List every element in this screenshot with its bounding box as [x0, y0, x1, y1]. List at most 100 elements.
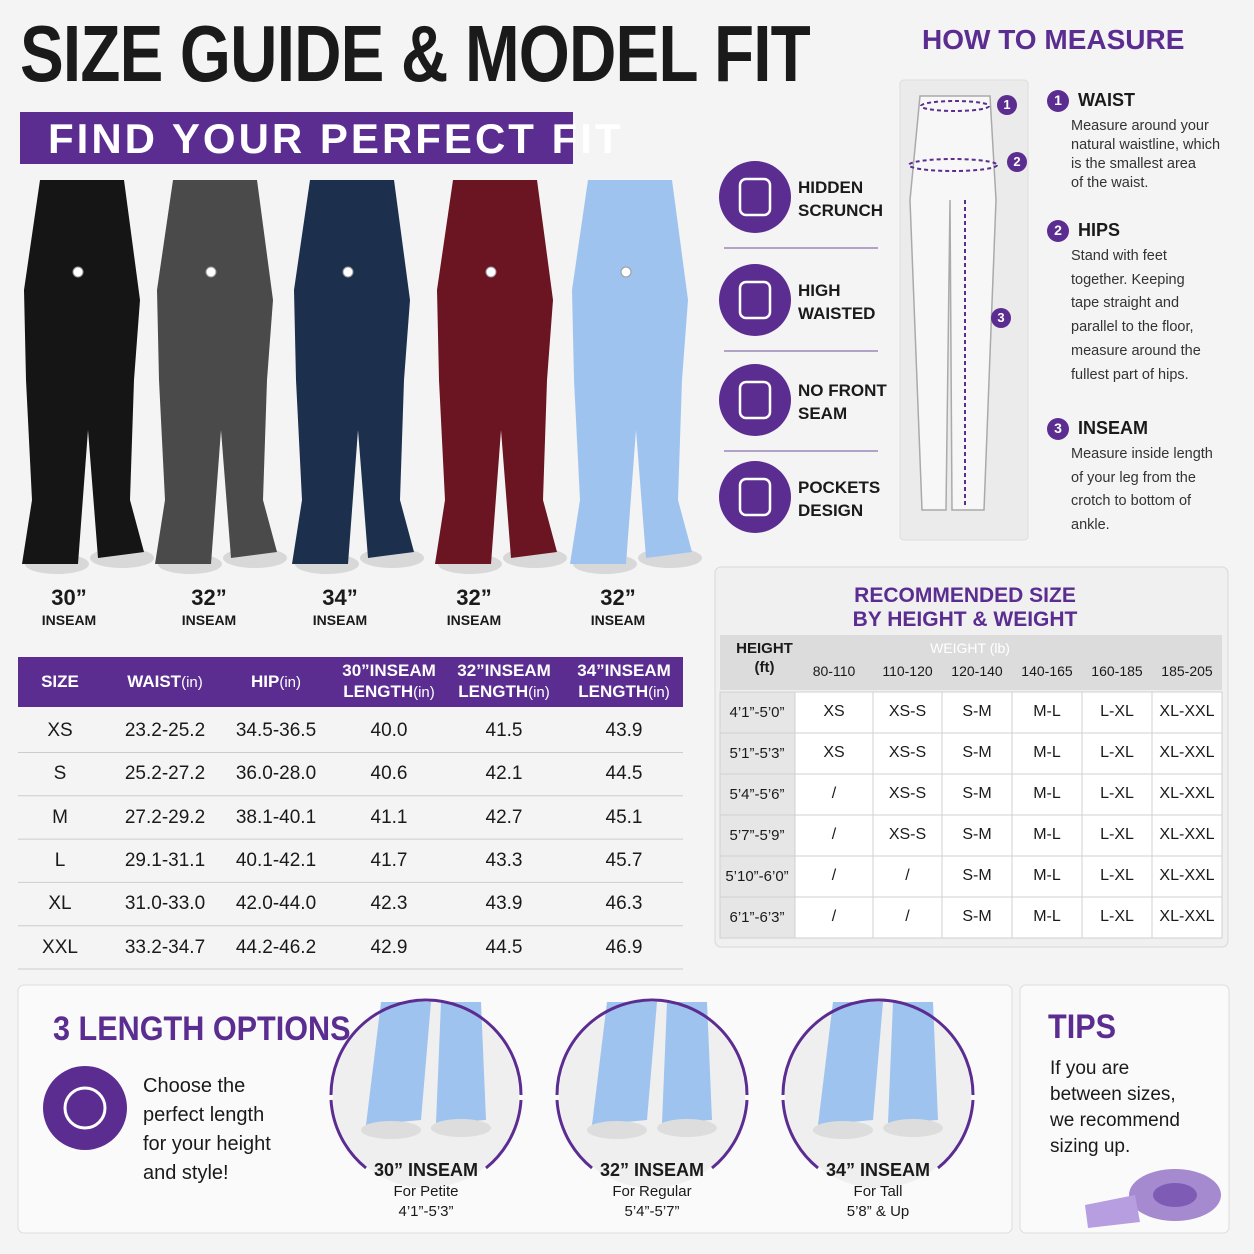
option-range: 5’8” & Up: [846, 1203, 910, 1220]
table-header-unit: (in): [648, 684, 670, 701]
size-cell: [1011, 896, 1083, 939]
hip-line: [908, 158, 998, 172]
size-cell: [941, 814, 1013, 857]
feature-label: WAISTED: [798, 304, 876, 323]
recommended-size: S-M: [962, 908, 992, 925]
pants: [22, 180, 144, 564]
weight-range: 110-120: [882, 663, 933, 679]
marker: [997, 95, 1017, 115]
option-legs: [592, 1002, 712, 1125]
length-text: perfect length: [143, 1104, 265, 1126]
step-number: 3: [1054, 420, 1062, 436]
diagram-pants: [909, 95, 997, 511]
table-cell: 36.0-28.0: [235, 763, 317, 785]
marker-number: 1: [1003, 97, 1011, 112]
recommended-size: XL-XXL: [1159, 744, 1215, 761]
step-text: Measure inside length: [1071, 446, 1213, 462]
option-subtitle: For Tall: [853, 1183, 903, 1200]
marker-number: 3: [997, 310, 1005, 325]
option-range: 4’1”-5’3”: [398, 1203, 454, 1220]
recommended-size: L-XL: [1100, 744, 1134, 761]
feature-label: HIDDEN: [798, 178, 864, 197]
pants: [570, 180, 692, 564]
step-text: Measure around your: [1071, 118, 1209, 134]
length-title: 3 LENGTH OPTIONS: [53, 1010, 351, 1048]
button: [620, 266, 632, 278]
feature-icon-art: [738, 477, 772, 517]
table-header: LENGTH(in): [458, 682, 550, 701]
feature-label: SCRUNCH: [798, 201, 883, 220]
height-header: HEIGHT: [736, 640, 793, 657]
feature-icon-art: [738, 177, 772, 217]
table-cell: 29.1-31.1: [124, 849, 206, 871]
recommended-size: /: [831, 867, 837, 884]
weight-range: 185-205: [1161, 663, 1213, 679]
recommended-size: L-XL: [1100, 826, 1134, 843]
height-cell: [719, 773, 796, 816]
option-arc: [555, 998, 749, 1170]
step-title: INSEAM: [1078, 418, 1149, 438]
table-cell: 33.2-34.7: [124, 936, 206, 958]
size-cell: [872, 855, 943, 898]
step-number-bg: [1047, 220, 1069, 242]
recommended-size: S-M: [962, 703, 992, 720]
recommended-size: S-M: [962, 744, 992, 761]
recommended-size: XL-XXL: [1159, 826, 1215, 843]
length-text: and style!: [143, 1162, 229, 1184]
feature-label: NO FRONT: [798, 381, 887, 400]
table-header-unit: (in): [528, 684, 550, 701]
step-title: WAIST: [1078, 90, 1135, 110]
option-range: 5’4”-5’7”: [624, 1203, 680, 1220]
table-cell: 40.6: [370, 763, 408, 785]
size-cell: [794, 896, 874, 939]
height-range: 5’10”-6’0”: [725, 868, 789, 885]
inseam-value: 34”: [322, 585, 358, 610]
feature-label: DESIGN: [798, 501, 864, 520]
inseam-label: INSEAM: [446, 612, 502, 628]
table-cell: 34.5-36.5: [235, 720, 317, 741]
size-cell: [1011, 691, 1083, 734]
size-cell: [1151, 732, 1223, 775]
tips-text: between sizes,: [1050, 1084, 1176, 1105]
feature-icon: [719, 364, 791, 436]
step-text: of the waist.: [1071, 175, 1149, 191]
recommended-size: S-M: [962, 785, 992, 802]
recommended-size: /: [831, 908, 837, 925]
table-header-bg: [18, 657, 683, 707]
recommended-size: S-M: [962, 826, 992, 843]
step-title: HIPS: [1078, 220, 1121, 240]
size-cell: [1151, 773, 1223, 816]
height-range: 6’1”-6’3”: [729, 909, 785, 926]
size-cell: [872, 814, 943, 857]
inseam-label: INSEAM: [312, 612, 368, 628]
size-cell: [1081, 691, 1153, 734]
step-text: natural waistline, which: [1071, 137, 1221, 153]
table-cell: 42.0-44.0: [235, 893, 317, 915]
weight-range: 160-185: [1091, 663, 1143, 679]
length-text: Choose the: [143, 1075, 246, 1097]
height-cell: [719, 732, 796, 775]
size-label: L: [54, 849, 66, 871]
step-text: Stand with feet: [1071, 248, 1167, 264]
option-arc: [781, 998, 975, 1170]
table-header-unit: (in): [181, 673, 203, 691]
table-header: SIZE: [41, 671, 79, 691]
size-cell: [1081, 855, 1153, 898]
button: [72, 266, 84, 278]
recommended-size: XS-S: [888, 744, 927, 761]
inseam-label: INSEAM: [181, 612, 237, 628]
height-header: (ft): [754, 659, 775, 676]
recommended-size: M-L: [1033, 867, 1061, 884]
recommended-size: M-L: [1033, 908, 1061, 925]
table-cell: 41.7: [370, 849, 408, 871]
option-shoe: [361, 1121, 421, 1139]
tips-text: sizing up.: [1050, 1136, 1131, 1157]
feature-icon: [719, 264, 791, 336]
feature-icon: [719, 461, 791, 533]
recommended-size: /: [831, 785, 837, 802]
table-header: WAIST(in): [127, 671, 203, 691]
height-range: 5’7”-5’9”: [729, 827, 785, 844]
option-title: 32” INSEAM: [599, 1160, 705, 1180]
recommended-size: L-XL: [1100, 785, 1134, 802]
table-cell: 45.7: [605, 849, 643, 871]
